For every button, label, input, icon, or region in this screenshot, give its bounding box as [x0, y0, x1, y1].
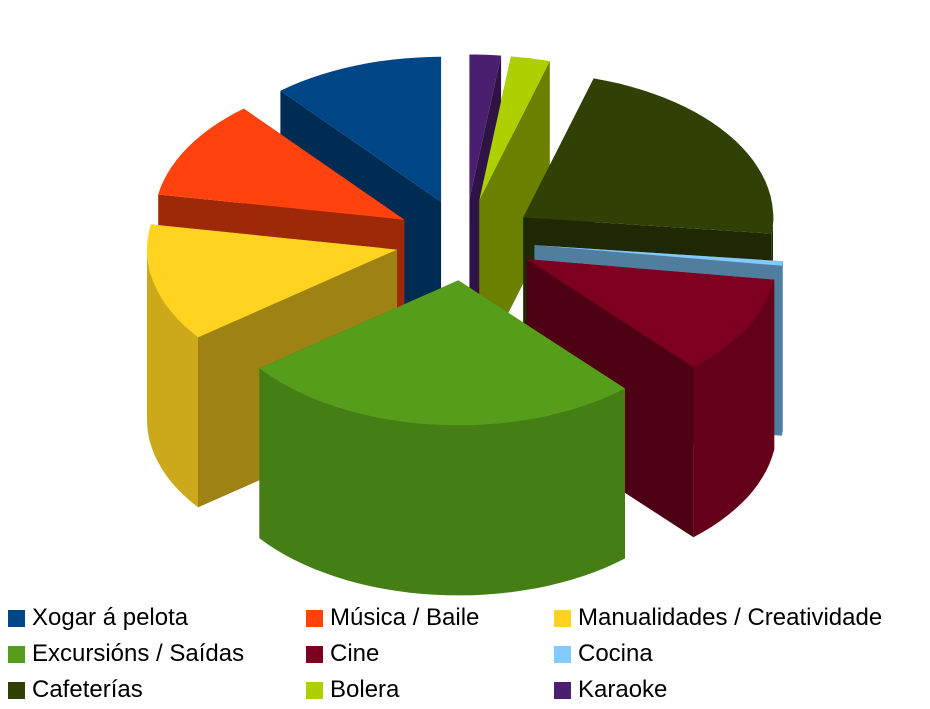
pie-slice-bolera [479, 56, 550, 371]
legend-item: Cocina [554, 636, 653, 672]
legend-swatch [306, 609, 323, 627]
pie-slice-excursions-saidas [259, 280, 625, 596]
pie-slice-manualidades-creatividade [147, 224, 397, 508]
legend-item: Manualidades / Creatividade [554, 600, 882, 636]
legend-label: Manualidades / Creatividade [578, 604, 883, 631]
legend-label: Cine [330, 640, 380, 667]
legend-item: Cine [306, 636, 379, 672]
legend-swatch [306, 645, 323, 663]
legend-swatch [554, 681, 571, 699]
legend-label: Bolera [330, 676, 400, 703]
legend-label: Cocina [578, 640, 653, 667]
legend-item: Música / Baile [306, 600, 479, 636]
legend-label: Cafeterías [32, 676, 143, 703]
legend-label: Xogar á pelota [32, 604, 189, 631]
legend-item: Bolera [306, 672, 399, 708]
legend-item: Karaoke [554, 672, 667, 708]
legend-item: Cafeterías [8, 672, 143, 708]
legend-label: Música / Baile [330, 604, 480, 631]
legend-swatch [554, 609, 571, 627]
legend-label: Karaoke [578, 676, 668, 703]
legend-swatch [8, 681, 25, 699]
legend-swatch [554, 645, 571, 663]
legend-label: Excursións / Saídas [32, 640, 245, 667]
legend-swatch [306, 681, 323, 699]
legend-item: Xogar á pelota [8, 600, 188, 636]
chart-legend: Xogar á pelota Música / Baile Manualidades… [8, 600, 930, 709]
legend-swatch [8, 609, 25, 627]
pie-chart-svg [147, 54, 783, 596]
legend-swatch [8, 645, 25, 663]
legend-item: Excursións / Saídas [8, 636, 244, 672]
pie-chart [147, 54, 783, 596]
